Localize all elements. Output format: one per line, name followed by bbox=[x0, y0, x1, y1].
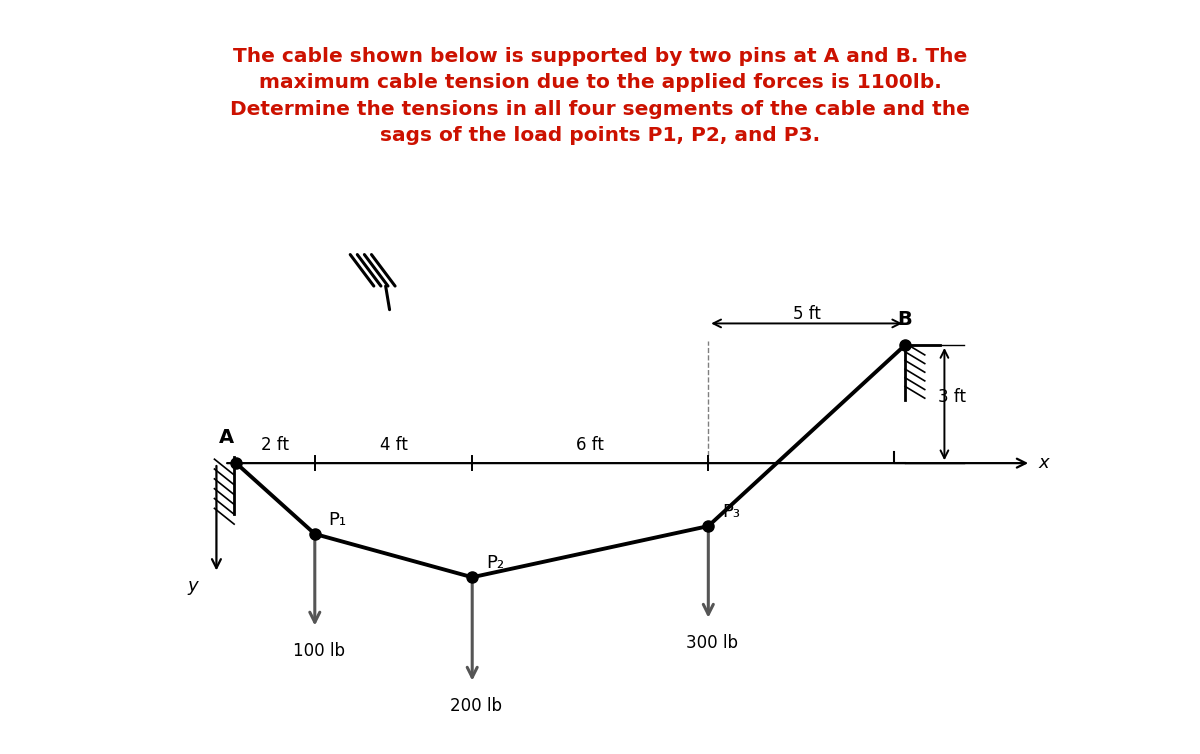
Text: 5 ft: 5 ft bbox=[793, 305, 821, 323]
Text: P₃: P₃ bbox=[722, 504, 740, 521]
Text: 3 ft: 3 ft bbox=[938, 388, 966, 406]
Text: 300 lb: 300 lb bbox=[686, 634, 738, 652]
Text: 2 ft: 2 ft bbox=[262, 437, 289, 455]
Text: 100 lb: 100 lb bbox=[293, 642, 344, 661]
Text: y: y bbox=[187, 578, 198, 595]
Text: The cable shown below is supported by two pins at A and B. The
maximum cable ten: The cable shown below is supported by tw… bbox=[230, 47, 970, 146]
Text: x: x bbox=[1039, 454, 1050, 472]
Text: B: B bbox=[898, 310, 912, 329]
Text: 200 lb: 200 lb bbox=[450, 697, 502, 716]
Text: P₁: P₁ bbox=[329, 511, 347, 529]
Text: P₂: P₂ bbox=[486, 554, 504, 572]
Text: 6 ft: 6 ft bbox=[576, 437, 604, 455]
Text: 4 ft: 4 ft bbox=[379, 437, 408, 455]
Text: A: A bbox=[218, 428, 234, 446]
